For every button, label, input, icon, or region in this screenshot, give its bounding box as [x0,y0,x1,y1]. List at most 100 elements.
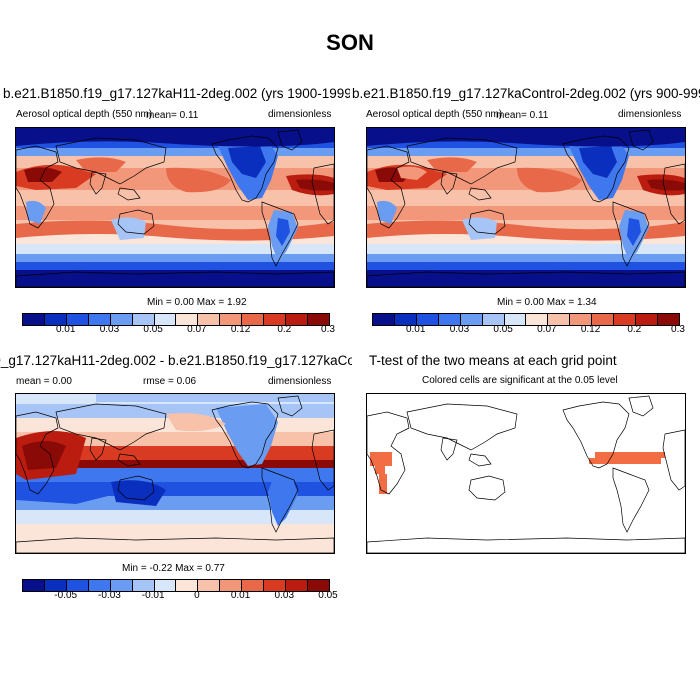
coastline [311,429,334,491]
panel-1-mean: mean= 0.11 [146,110,199,121]
panel-1-colorbar [22,313,330,326]
colorbar-swatch [176,580,199,591]
colorbar-swatch [307,314,329,325]
coastline [628,395,654,417]
colorbar-swatch [286,580,308,591]
field-band [16,262,334,270]
panel-4-map [366,393,686,554]
panel-2-minmax: Min = 0.00 Max = 1.34 [497,297,597,308]
field-patch [16,128,334,147]
field-band [367,140,685,148]
colorbar-swatch [394,314,417,325]
coastline [261,201,299,267]
coastline [562,401,630,469]
coastline [367,271,685,287]
coastline [628,129,654,151]
field-patch [647,179,685,191]
colorbar-swatch [307,580,329,591]
colorbar-label: -0.05 [54,590,78,601]
colorbar-swatch [44,580,67,591]
panel-3-colorbar [22,579,330,592]
colorbar-swatch [592,314,615,325]
coastline [16,145,59,229]
colorbar-swatch [198,580,221,591]
field-band [16,496,334,510]
coastline [117,475,155,501]
colorbar-swatch [242,314,265,325]
field-patch [216,404,278,466]
coastline [311,163,334,225]
field-patch [296,179,334,191]
field-patch [111,217,146,240]
field-band [16,270,334,287]
panel-1-variable: Aerosol optical depth (550 nm) [16,109,153,120]
field-patch [22,441,66,470]
colorbar-label: 0 [194,590,200,601]
field-patch [517,167,582,193]
panel-1-title: b.e21.B1850.f19_g17.127kaH11-2deg.002 (y… [3,86,350,101]
field-band [367,254,685,262]
field-patch [26,200,46,224]
panel-2-title-clip: b.e21.B1850.f19_g17.127kaControl-2deg.00… [350,86,700,106]
coastline [440,437,458,461]
field-band [16,254,334,262]
field-patch [397,166,427,180]
field-band [16,148,334,156]
panel-2-colorbar [372,313,680,326]
colorbar-swatch [504,314,527,325]
colorbar-swatch [657,314,679,325]
colorbar-swatch [132,580,155,591]
colorbar-swatch [88,580,111,591]
field-patch [377,200,397,224]
field-band [16,468,334,482]
coastline [612,201,650,267]
colorbar-swatch [416,314,439,325]
field-band [16,140,334,148]
panel-1-map-svg [16,128,334,287]
field-patch [16,487,116,504]
coastline [367,145,410,229]
colorbar-label: 0.2 [627,324,642,335]
colorbar-swatch [286,314,308,325]
colorbar-label: 0.01 [405,324,426,335]
field-patch [462,217,497,240]
panel-1-units: dimensionless [268,109,332,120]
colorbar-label: 0.07 [537,324,557,335]
coastline [89,171,107,195]
colorbar-swatch [23,314,45,325]
panel-3-minmax: Min = -0.22 Max = 0.77 [122,563,225,574]
coastline [406,403,518,451]
panel-1-map [15,127,335,288]
panel-4-map-svg [367,395,685,553]
field-patch [96,394,334,402]
coastline [406,137,518,185]
panel-2-map-svg [367,128,685,287]
colorbar-swatch [154,314,177,325]
colorbar-label: 0.03 [274,590,295,601]
field-band [367,244,685,254]
colorbar-swatch [176,314,199,325]
coastline [662,163,685,225]
colorbar-swatch [264,314,287,325]
field-band [16,244,334,254]
colorbar-swatch [198,314,221,325]
coastline [89,437,107,461]
coastline [211,401,279,469]
colorbar-swatch [220,580,243,591]
colorbar-label: 0.03 [449,324,470,335]
colorbar-label: 0.03 [99,324,120,335]
colorbar-swatch [66,580,89,591]
field-patch [579,146,617,178]
field-patch [111,480,166,506]
colorbar-swatch [110,314,133,325]
coastline [16,411,59,495]
field-band [16,190,334,206]
coastline [16,271,334,287]
field-patch [367,220,685,241]
colorbar-label: 0.05 [143,324,163,335]
field-band [367,206,685,220]
field-patch [367,128,685,147]
field-band [367,190,685,206]
coastline [562,135,630,203]
field-band [375,466,385,474]
